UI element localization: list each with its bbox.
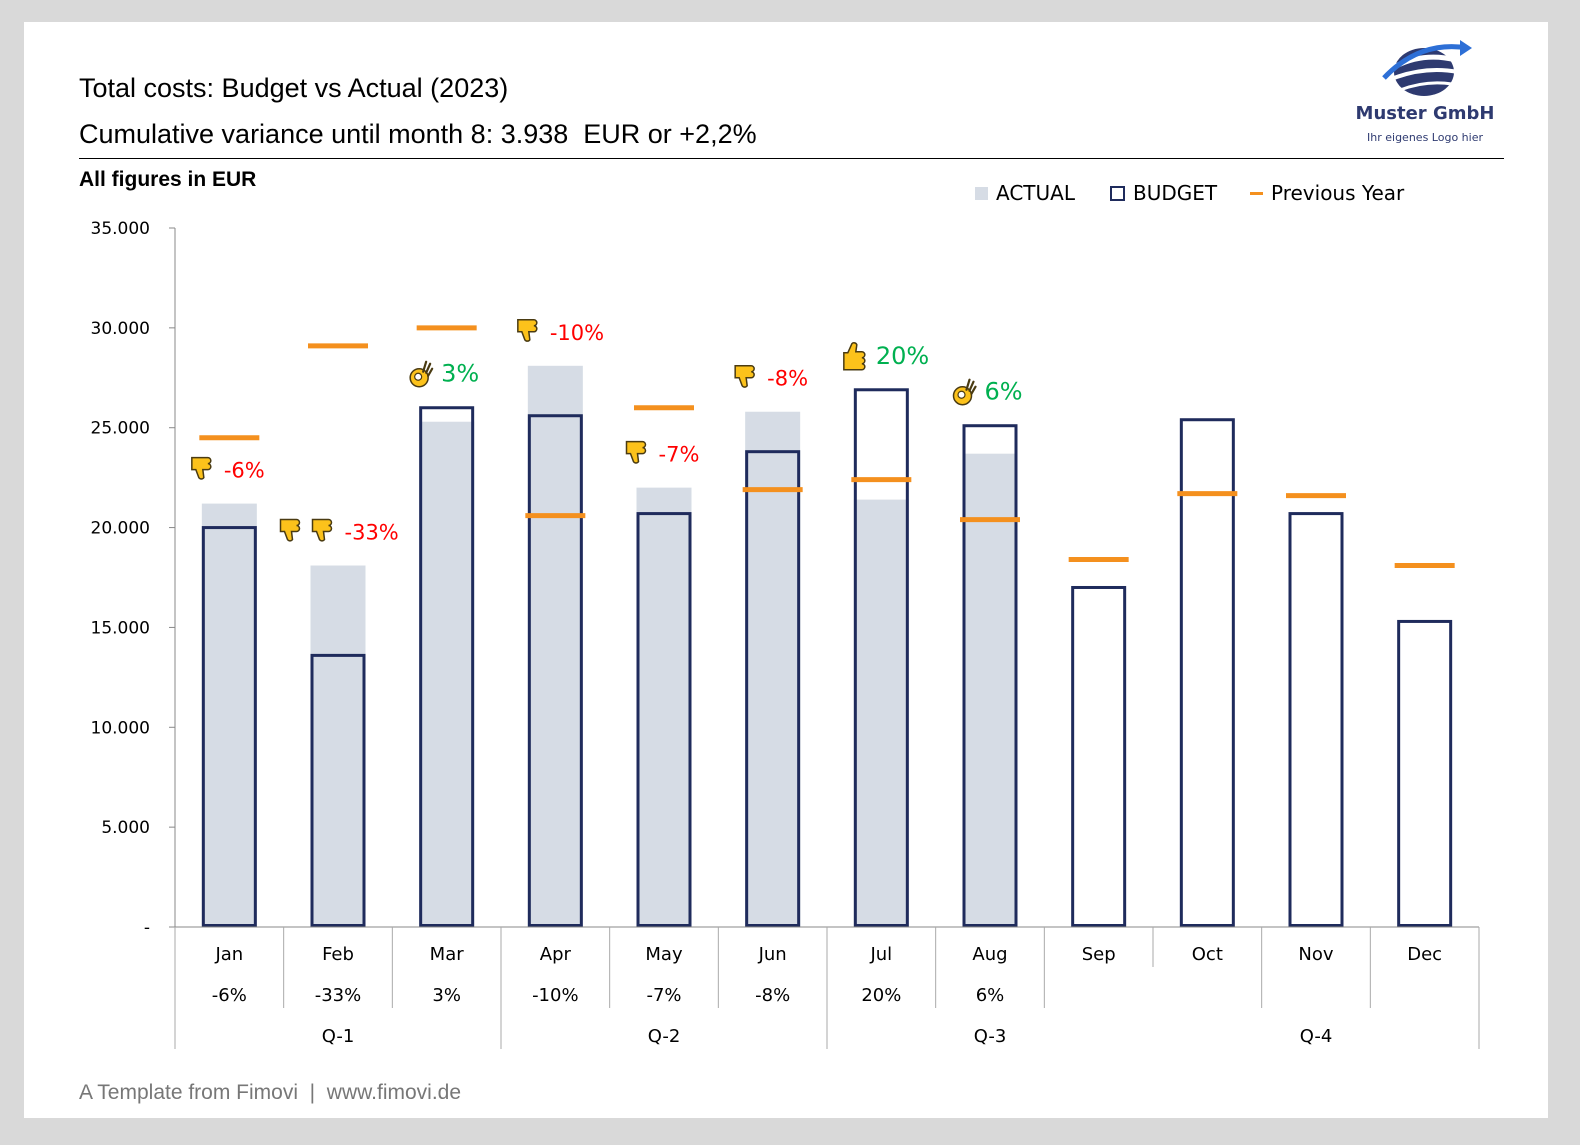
x-tick-label: Nov [1298,944,1333,965]
actual-bar [310,565,366,927]
actual-bar [962,453,1018,927]
y-tick-label: - [144,918,150,938]
actual-bar [636,487,692,927]
thumbs-down-icon [191,456,212,480]
x-tick-label: Aug [972,944,1007,965]
globe-logo-icon [1382,40,1472,96]
legend-label-budget: BUDGET [1133,181,1218,205]
variance-row-label: 20% [861,985,901,1006]
variance-annotation: 3% [441,360,479,388]
y-tick-label: 30.000 [91,319,150,339]
quarter-label: Q-3 [974,1026,1007,1047]
variance-row-label: 6% [976,985,1005,1006]
ok-hand-icon-circle [414,372,423,381]
thumbs-down-icon [625,440,647,464]
actual-bar [853,499,909,927]
legend-item-actual: ACTUAL [975,181,1075,205]
budget-bar [419,406,475,927]
budget-bar [1179,418,1235,927]
thumbs-down-icon [279,518,301,542]
variance-row-label: -7% [646,985,681,1006]
thumbs-down-icon [311,518,333,542]
legend-swatch-actual [975,186,988,200]
budget-bar [1288,512,1344,927]
budget-bar [962,424,1018,927]
x-tick-label: May [645,944,683,965]
variance-annotation: 20% [876,342,929,370]
chart-title: Total costs: Budget vs Actual (2023) [79,73,509,103]
variance-row-label: -33% [315,985,362,1006]
y-tick-label: 20.000 [91,519,150,539]
y-tick-label: 5.000 [101,818,150,838]
thumbs-down-icon [517,319,538,342]
budget-bar [636,512,692,927]
actual-bar [745,411,801,927]
legend-item-previous-year: Previous Year [1250,181,1404,205]
budget-bar [1071,585,1127,927]
x-tick-label: Oct [1192,944,1223,965]
variance-annotation: -33% [345,521,399,545]
variance-row-label: -10% [532,985,579,1006]
legend-label-previous-year: Previous Year [1271,181,1405,205]
y-tick-label: 35.000 [91,219,150,239]
actual-bar [527,365,583,927]
variance-row-label: 3% [432,985,461,1006]
ok-hand-icon-fingers [965,378,977,395]
x-tick-label: Jan [214,944,243,965]
x-tick-label: Jul [869,944,892,965]
variance-annotation: -8% [767,367,808,391]
x-tick-label: Apr [540,944,572,965]
y-tick-label: 25.000 [91,419,150,439]
variance-annotation: -6% [224,459,265,483]
ok-hand-icon-circle [957,390,966,399]
thumbs-up-icon [843,342,866,371]
y-tick-label: 10.000 [91,718,150,738]
budget-bar [1397,619,1453,927]
logo-tagline: Ihr eigenes Logo hier [1367,131,1483,144]
thumbs-down-icon [734,364,755,388]
actual-bar [419,421,475,927]
legend-item-budget: BUDGET [1110,181,1217,205]
variance-annotation: -10% [550,321,604,345]
header-divider [79,158,1504,159]
company-name: Muster GmbH [1355,103,1495,124]
actual-bar [201,503,257,927]
quarter-label: Q-2 [648,1026,681,1047]
budget-bar [310,653,366,927]
x-tick-label: Feb [322,944,354,965]
legend-label-actual: ACTUAL [996,181,1075,205]
budget-bar [853,388,909,928]
y-tick-label: 15.000 [91,618,150,638]
unit-note: All figures in EUR [79,168,257,191]
variance-annotation: -7% [659,443,700,467]
ok-hand-icon-fingers [422,360,434,377]
chart-subtitle: Cumulative variance until month 8: 3.938… [79,119,757,149]
budget-bar [745,450,801,927]
x-tick-label: Dec [1407,944,1442,965]
quarter-label: Q-4 [1300,1026,1333,1047]
variance-row-label: -6% [212,985,247,1006]
x-tick-label: Mar [430,944,465,965]
variance-row-label: -8% [755,985,790,1006]
x-tick-label: Jun [758,944,787,965]
footer-credit: A Template from Fimovi | www.fimovi.de [79,1081,462,1104]
budget-bar [527,414,583,927]
legend-swatch-previous-year [1250,191,1263,195]
legend-swatch-budget [1110,185,1125,201]
quarter-label: Q-1 [322,1026,355,1047]
x-tick-label: Sep [1082,944,1116,965]
budget-bar [201,526,257,927]
company-logo: Muster GmbH Ihr eigenes Logo hier [1350,38,1500,150]
variance-annotation: 6% [985,378,1023,406]
